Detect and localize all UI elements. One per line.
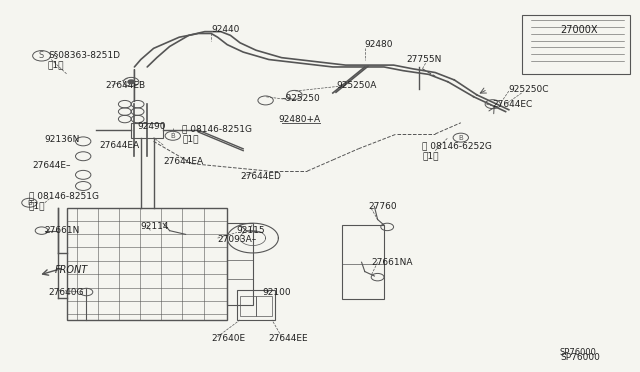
Text: 27644ED: 27644ED <box>240 172 281 181</box>
Text: 27755N: 27755N <box>406 55 442 64</box>
Text: 27661NA: 27661NA <box>371 258 413 267</box>
Text: Ⓑ 08146-8251G
（1）: Ⓑ 08146-8251G （1） <box>29 191 99 211</box>
Text: 27093A–: 27093A– <box>218 235 257 244</box>
Text: 27644EA: 27644EA <box>99 141 140 150</box>
Text: 925250A: 925250A <box>336 81 376 90</box>
Text: FRONT: FRONT <box>54 265 88 275</box>
Text: 27644EE: 27644EE <box>269 334 308 343</box>
Text: SP76000: SP76000 <box>560 348 597 357</box>
Text: B: B <box>458 135 463 141</box>
Bar <box>227 223 253 305</box>
Text: 92490: 92490 <box>138 122 166 131</box>
Text: 27644EA: 27644EA <box>163 157 204 166</box>
Bar <box>342 225 384 299</box>
Bar <box>256 296 272 316</box>
Text: 27640E: 27640E <box>211 334 245 343</box>
Text: 27644E–: 27644E– <box>32 161 70 170</box>
Text: 92100: 92100 <box>262 288 291 296</box>
Text: B: B <box>27 200 32 206</box>
Text: 92114: 92114 <box>141 222 170 231</box>
Bar <box>67 208 227 320</box>
Text: 27644EB: 27644EB <box>106 81 146 90</box>
Text: 92480: 92480 <box>365 40 394 49</box>
Circle shape <box>128 80 134 84</box>
Text: SP76000: SP76000 <box>560 353 600 362</box>
Text: 92480+A: 92480+A <box>278 115 321 124</box>
Text: 27644EC: 27644EC <box>493 100 533 109</box>
Text: 27760: 27760 <box>368 202 397 211</box>
Text: B: B <box>170 133 175 139</box>
Text: 92136N: 92136N <box>45 135 80 144</box>
Text: S: S <box>39 51 44 60</box>
Text: Ⓑ 08146-8251G
（1）: Ⓑ 08146-8251G （1） <box>182 124 252 144</box>
Text: 27000X: 27000X <box>560 25 598 35</box>
Text: Ⓑ 08146-6252G
（1）: Ⓑ 08146-6252G （1） <box>422 141 492 160</box>
Bar <box>237 290 275 320</box>
Bar <box>522 15 630 74</box>
Bar <box>240 296 256 316</box>
Bar <box>131 123 163 138</box>
Text: 92115: 92115 <box>237 226 266 235</box>
Text: –925250: –925250 <box>282 94 321 103</box>
Text: 92440: 92440 <box>211 25 239 34</box>
Text: 27661N: 27661N <box>45 226 80 235</box>
Text: 925250C: 925250C <box>509 85 549 94</box>
Text: S§08363-8251D
（1）: S§08363-8251D （1） <box>48 50 120 69</box>
Text: 27640G: 27640G <box>48 288 83 296</box>
